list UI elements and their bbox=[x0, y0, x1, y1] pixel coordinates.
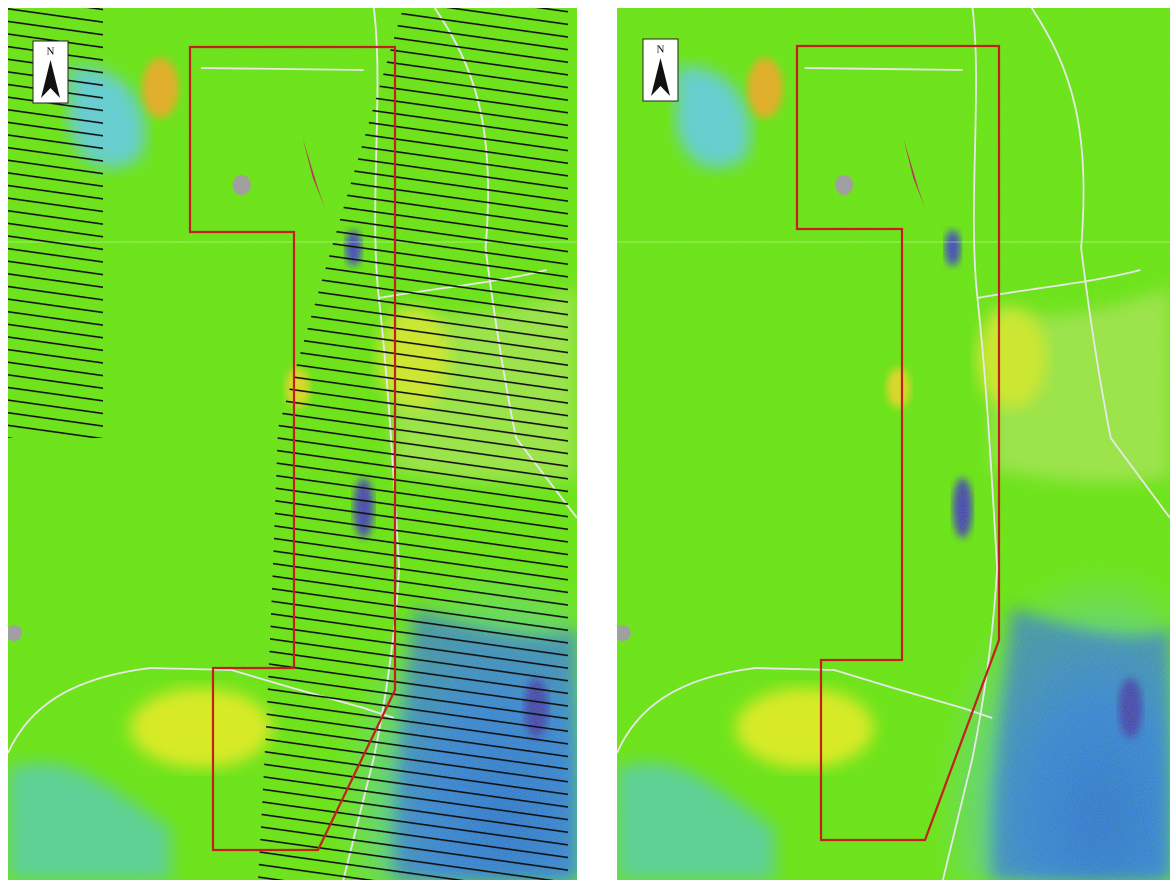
north-arrow: N bbox=[642, 38, 679, 102]
north-arrow: N bbox=[32, 40, 69, 104]
study-area-outline bbox=[795, 44, 1001, 842]
map-left: N bbox=[8, 8, 577, 880]
north-label: N bbox=[657, 44, 665, 56]
north-label: N bbox=[47, 46, 55, 58]
map-right: N bbox=[615, 8, 1170, 880]
study-area-outline bbox=[188, 45, 397, 852]
